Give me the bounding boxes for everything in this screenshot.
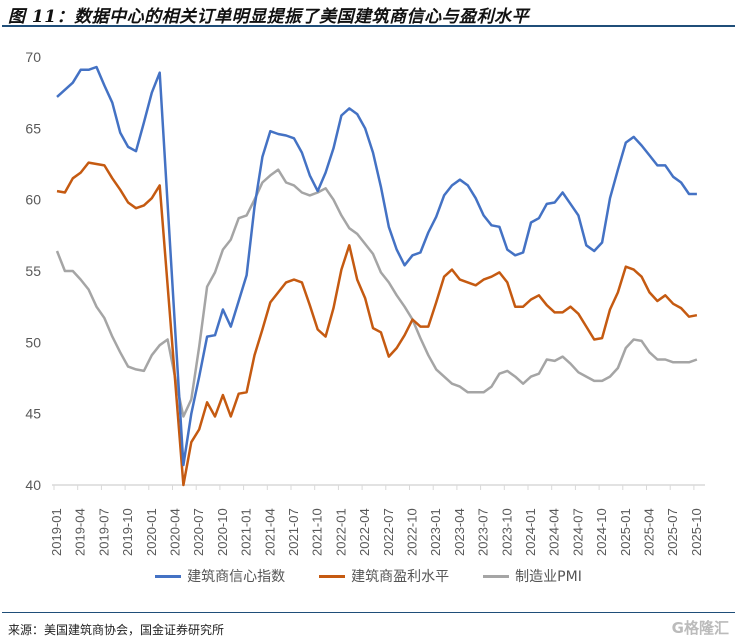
x-tick-label: 2025-01 [618,508,633,556]
y-tick-label: 60 [25,192,41,208]
x-tick-label: 2025-07 [665,508,680,556]
legend-label: 建筑商盈利水平 [351,569,450,585]
legend-label: 制造业PMI [515,569,582,585]
x-tick-label: 2022-04 [357,508,372,556]
y-axis: 40 45 50 55 60 65 70 [25,49,41,493]
x-tick-label: 2023-04 [452,508,467,556]
footer-divider [2,612,735,613]
watermark-text: 格隆汇 [683,619,729,637]
x-tick-label: 2022-01 [333,508,348,556]
legend-swatch [483,574,510,578]
x-tick-label: 2025-04 [642,508,657,556]
x-tick-label: 2021-04 [262,508,277,556]
y-tick-label: 65 [25,120,41,136]
series-lines [55,65,698,487]
y-tick-label: 55 [25,263,41,279]
x-tick-label: 2023-01 [428,508,443,556]
title-divider [2,25,735,27]
x-tick-label: 2024-07 [570,508,585,556]
source-note: 来源：美国建筑商协会，国金证券研究所 [8,623,225,637]
y-tick-label: 45 [25,406,41,422]
x-tick-label: 2022-07 [381,508,396,556]
series-line [56,65,697,467]
x-tick-label: 2023-10 [499,508,514,556]
legend-item: 制造业PMI [483,566,582,586]
x-tick-label: 2024-04 [547,508,562,556]
figure-title: 图 11：数据中心的相关订单明显提振了美国建筑商信心与盈利水平 [8,7,530,27]
x-tick-label: 2019-07 [96,508,111,556]
x-tick-label: 2020-07 [191,508,206,556]
x-tick-label: 2023-07 [476,508,491,556]
y-tick-label: 70 [25,49,41,65]
legend-item: 建筑商盈利水平 [319,566,449,586]
series-line [56,161,698,487]
series-line [55,168,698,418]
legend: 建筑商信心指数 建筑商盈利水平 制造业PMI [0,566,737,586]
legend-item: 建筑商信心指数 [155,566,285,586]
x-tick-label: 2024-10 [594,508,609,556]
x-tick-label: 2019-10 [120,508,135,556]
x-axis: 2019-01 2019-04 2019-07 2019-10 2020-01 2020-… [49,484,705,556]
x-tick-label: 2020-01 [144,508,159,556]
legend-swatch [155,574,182,578]
x-tick-label: 2020-10 [215,508,230,556]
x-tick-label: 2024-01 [523,508,538,556]
x-tick-label: 2021-01 [239,508,254,556]
x-tick-label: 2021-10 [310,508,325,556]
x-tick-label: 2020-04 [168,508,183,556]
legend-label: 建筑商信心指数 [187,569,286,585]
x-tick-label: 2019-04 [73,508,88,556]
x-tick-label: 2025-10 [689,508,704,556]
watermark-logo: G格隆汇 [671,619,729,637]
x-tick-label: 2019-01 [49,508,64,556]
x-tick-label: 2022-10 [405,508,420,556]
legend-swatch [319,574,346,578]
y-tick-label: 40 [25,477,41,493]
y-tick-label: 50 [25,334,41,350]
x-tick-label: 2021-07 [286,508,301,556]
